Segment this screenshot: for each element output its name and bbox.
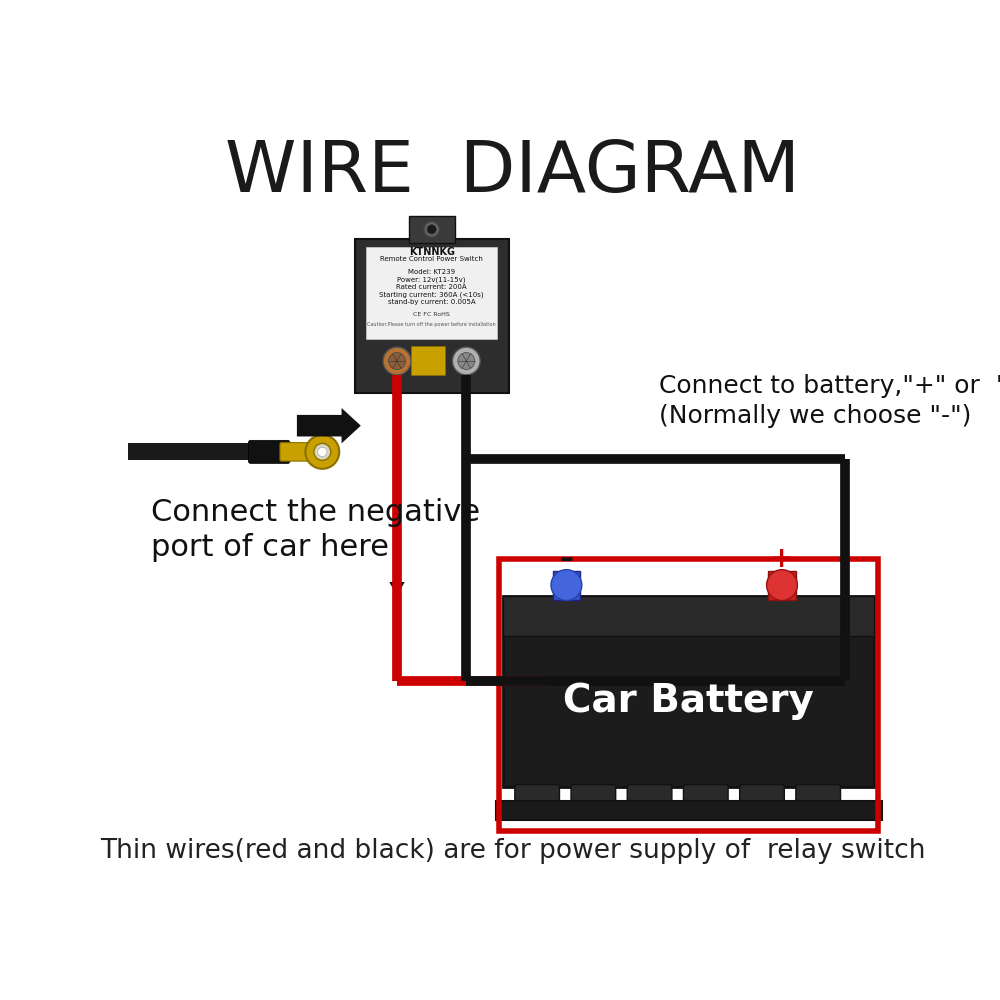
FancyBboxPatch shape xyxy=(515,785,559,812)
FancyBboxPatch shape xyxy=(627,785,672,812)
Text: Rated current: 200A: Rated current: 200A xyxy=(396,284,467,290)
Circle shape xyxy=(551,570,582,600)
FancyBboxPatch shape xyxy=(355,239,509,393)
Circle shape xyxy=(767,570,797,600)
Text: Car Battery: Car Battery xyxy=(563,682,814,720)
FancyBboxPatch shape xyxy=(571,785,616,812)
Text: Connect to battery,"+" or  "-": Connect to battery,"+" or "-" xyxy=(659,374,1000,398)
Text: (Normally we choose "-"): (Normally we choose "-") xyxy=(659,404,971,428)
Circle shape xyxy=(458,353,475,369)
FancyBboxPatch shape xyxy=(503,596,874,636)
FancyArrow shape xyxy=(389,547,405,596)
Circle shape xyxy=(305,435,339,469)
Text: Caution:Please turn off the power before installation: Caution:Please turn off the power before… xyxy=(367,322,496,327)
Text: Power: 12v(11-15v): Power: 12v(11-15v) xyxy=(397,276,466,283)
Text: +: + xyxy=(770,545,794,573)
FancyBboxPatch shape xyxy=(683,785,728,812)
Bar xyxy=(128,443,278,460)
Circle shape xyxy=(452,347,480,375)
FancyBboxPatch shape xyxy=(280,443,314,461)
Circle shape xyxy=(389,353,405,369)
Circle shape xyxy=(318,447,327,456)
Text: Starting current: 360A (<10s): Starting current: 360A (<10s) xyxy=(379,292,484,298)
Circle shape xyxy=(427,225,436,234)
Circle shape xyxy=(314,443,331,460)
FancyBboxPatch shape xyxy=(553,571,580,600)
Text: –: – xyxy=(559,545,573,573)
Text: CE FC RoHS: CE FC RoHS xyxy=(413,312,450,318)
FancyBboxPatch shape xyxy=(248,440,290,463)
FancyBboxPatch shape xyxy=(796,785,841,812)
FancyBboxPatch shape xyxy=(768,571,796,600)
FancyBboxPatch shape xyxy=(496,801,882,820)
Text: Connect the negative: Connect the negative xyxy=(151,498,480,527)
Circle shape xyxy=(424,222,439,237)
FancyBboxPatch shape xyxy=(366,247,497,339)
Bar xyxy=(411,346,445,375)
Text: port of car here: port of car here xyxy=(151,533,389,562)
Text: Remote Control Power Switch: Remote Control Power Switch xyxy=(380,256,483,262)
FancyArrow shape xyxy=(297,408,361,443)
FancyBboxPatch shape xyxy=(503,596,874,787)
FancyBboxPatch shape xyxy=(409,216,455,243)
Text: WIRE  DIAGRAM: WIRE DIAGRAM xyxy=(225,138,800,207)
Text: Thin wires(red and black) are for power supply of  relay switch: Thin wires(red and black) are for power … xyxy=(100,838,925,864)
Text: KTNNKG: KTNNKG xyxy=(409,247,455,257)
Circle shape xyxy=(383,347,411,375)
Text: stand-by current: 0.005A: stand-by current: 0.005A xyxy=(388,299,475,305)
Text: Model: KT239: Model: KT239 xyxy=(408,269,455,275)
FancyBboxPatch shape xyxy=(740,785,784,812)
